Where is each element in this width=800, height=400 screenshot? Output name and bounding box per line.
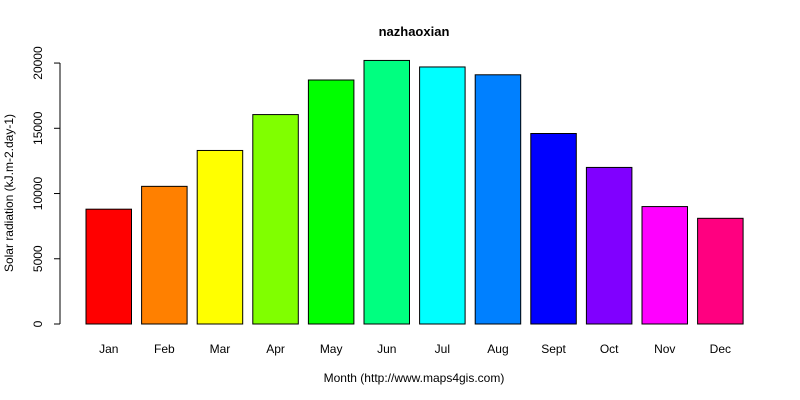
bar-dec <box>697 217 744 325</box>
x-tick-label-may: May <box>320 342 343 356</box>
x-tick-label-apr: Apr <box>266 342 285 356</box>
bar-jul <box>419 66 466 325</box>
bar-mar <box>196 149 244 325</box>
bar-aug <box>474 74 522 325</box>
bars-group <box>85 59 744 325</box>
bar-nov <box>641 206 688 325</box>
x-tick-label-jul: Jul <box>435 342 450 356</box>
x-tick-label-sept: Sept <box>541 342 566 356</box>
bar-oct <box>585 166 633 325</box>
y-tick-label: 10000 <box>31 177 45 211</box>
chart-title: nazhaoxian <box>379 24 450 39</box>
x-tick-label-jun: Jun <box>377 342 396 356</box>
x-tick-label-jan: Jan <box>99 342 118 356</box>
x-tick-labels: Jan Feb Mar Apr May Jun Jul Aug Sept Oct Nov Dec <box>99 342 731 356</box>
bar-may <box>307 79 355 325</box>
bar-jan <box>85 208 132 325</box>
bar-sept <box>530 133 577 325</box>
x-axis-label: Month (http://www.maps4gis.com) <box>324 371 505 385</box>
x-tick-label-nov: Nov <box>654 342 675 356</box>
y-tick-label: 5000 <box>31 245 45 272</box>
y-axis: 0 5000 10000 15000 20000 <box>31 46 61 327</box>
bar-jun <box>363 59 410 325</box>
x-tick-label-dec: Dec <box>710 342 731 356</box>
x-tick-label-mar: Mar <box>210 342 231 356</box>
x-tick-label-aug: Aug <box>487 342 508 356</box>
bar-feb <box>141 185 188 325</box>
y-tick-label: 20000 <box>31 46 45 80</box>
x-tick-label-feb: Feb <box>154 342 175 356</box>
bar-apr <box>252 114 299 325</box>
y-tick-label: 0 <box>31 320 45 327</box>
y-tick-label: 15000 <box>31 111 45 145</box>
y-axis-label: Solar radiation (kJ.m-2.day-1) <box>2 114 16 272</box>
x-tick-label-oct: Oct <box>600 342 619 356</box>
